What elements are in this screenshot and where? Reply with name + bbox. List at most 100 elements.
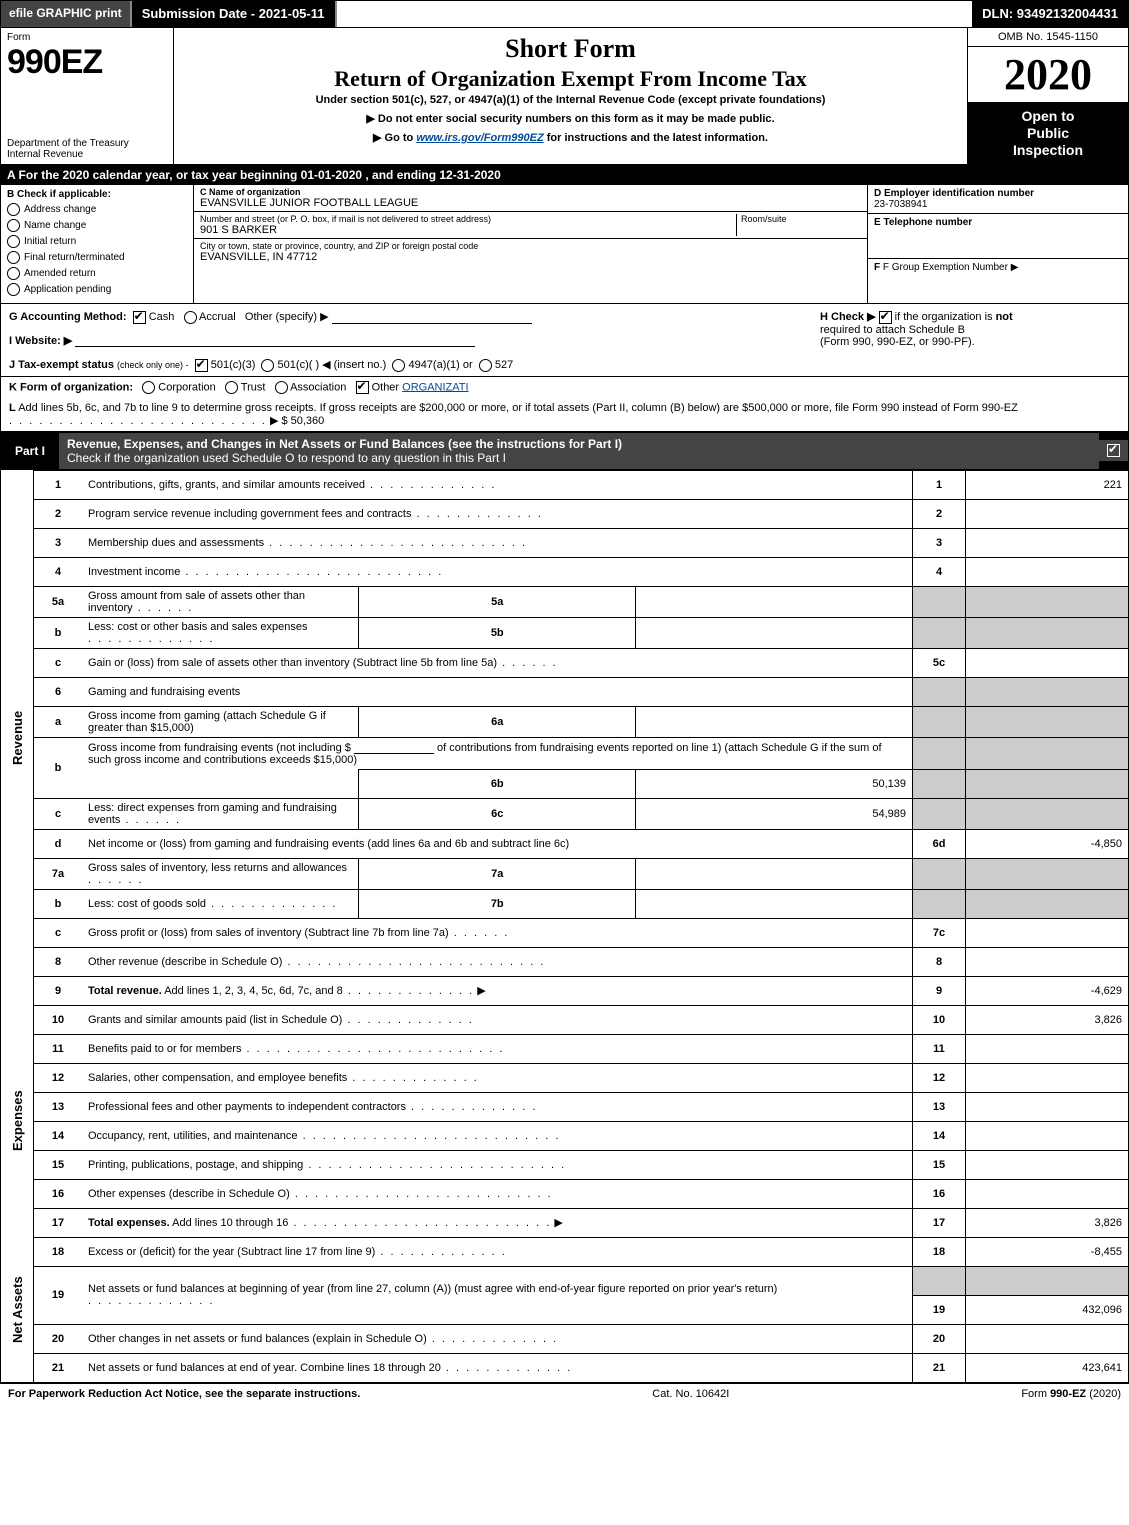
line-3-num: 3	[34, 528, 83, 557]
checkbox-amended-return[interactable]	[7, 267, 20, 280]
l-label: L	[9, 402, 16, 414]
revenue-side-label: Revenue	[1, 470, 34, 1005]
line-5c-num: c	[34, 648, 83, 677]
line-18-desc: Excess or (deficit) for the year (Subtra…	[82, 1237, 913, 1266]
line-5a-subval	[636, 586, 913, 617]
part1-check-line: Check if the organization used Schedule …	[67, 451, 506, 465]
j-opt1: 501(c)(3)	[211, 359, 256, 371]
checkbox-initial-return[interactable]	[7, 235, 20, 248]
line-7c-rnum: 7c	[913, 918, 966, 947]
line-18-val: -8,455	[966, 1237, 1129, 1266]
checkbox-name-change[interactable]	[7, 219, 20, 232]
line-5c-rnum: 5c	[913, 648, 966, 677]
checkbox-4947[interactable]	[392, 359, 405, 372]
line-7b-desc: Less: cost of goods sold	[82, 889, 359, 918]
line-12-val	[966, 1063, 1129, 1092]
b-item-4: Amended return	[24, 268, 96, 279]
part1-title-text: Revenue, Expenses, and Changes in Net As…	[67, 437, 622, 451]
line-6b-shade3	[913, 769, 966, 798]
footer-left: For Paperwork Reduction Act Notice, see …	[8, 1388, 360, 1400]
part-1-title: Revenue, Expenses, and Changes in Net As…	[59, 433, 1099, 469]
net-assets-side-label: Net Assets	[1, 1237, 34, 1382]
checkbox-cash[interactable]	[133, 311, 146, 324]
checkbox-application-pending[interactable]	[7, 283, 20, 296]
line-10-num: 10	[34, 1005, 83, 1034]
line-1-rnum: 1	[913, 470, 966, 499]
checkbox-527[interactable]	[479, 359, 492, 372]
line-7b-shade2	[966, 889, 1129, 918]
line-7a-subval	[636, 858, 913, 889]
line-7b-num: b	[34, 889, 83, 918]
org-name: EVANSVILLE JUNIOR FOOTBALL LEAGUE	[200, 197, 861, 209]
header-right: OMB No. 1545-1150 2020 Open to Public In…	[967, 28, 1128, 164]
checkbox-501c3[interactable]	[195, 359, 208, 372]
checkbox-501c[interactable]	[261, 359, 274, 372]
line-7c-val	[966, 918, 1129, 947]
line-6-num: 6	[34, 677, 83, 706]
line-19-desc: Net assets or fund balances at beginning…	[82, 1266, 913, 1324]
line-7a-desc: Gross sales of inventory, less returns a…	[82, 858, 359, 889]
checkbox-trust[interactable]	[225, 381, 238, 394]
line-20-desc: Other changes in net assets or fund bala…	[82, 1324, 913, 1353]
b-item-0: Address change	[24, 204, 96, 215]
line-6d-num: d	[34, 829, 83, 858]
line-7a-sublabel: 7a	[359, 858, 636, 889]
checkbox-schedule-o[interactable]	[1107, 444, 1120, 457]
checkbox-corporation[interactable]	[142, 381, 155, 394]
f-label-text: F Group Exemption Number ▶	[883, 262, 1019, 273]
line-16-desc: Other expenses (describe in Schedule O)	[82, 1179, 913, 1208]
line-14-num: 14	[34, 1121, 83, 1150]
line-7b-shade1	[913, 889, 966, 918]
line-6c-sublabel: 6c	[359, 798, 636, 829]
efile-print-label[interactable]: efile GRAPHIC print	[1, 1, 130, 27]
line-7c-desc: Gross profit or (loss) from sales of inv…	[82, 918, 913, 947]
g-other-input[interactable]	[332, 311, 532, 324]
checkbox-address-change[interactable]	[7, 203, 20, 216]
j-opt3: 4947(a)(1) or	[408, 359, 472, 371]
line-6d-desc: Net income or (loss) from gaming and fun…	[82, 829, 913, 858]
line-1-num: 1	[34, 470, 83, 499]
l-value: 50,360	[291, 415, 325, 427]
line-21-num: 21	[34, 1353, 83, 1382]
top-bar: efile GRAPHIC print Submission Date - 20…	[0, 0, 1129, 28]
dept-treasury: Department of the Treasury	[7, 138, 167, 149]
line-6c-num: c	[34, 798, 83, 829]
line-6b-contrib-input[interactable]	[354, 741, 434, 754]
l-text: Add lines 5b, 6c, and 7b to line 9 to de…	[18, 402, 1018, 414]
line-8-num: 8	[34, 947, 83, 976]
footer-form-no: 990-EZ	[1050, 1388, 1086, 1400]
department-label: Department of the Treasury Internal Reve…	[7, 138, 167, 160]
inst2-post: for instructions and the latest informat…	[544, 132, 768, 144]
line-21-rnum: 21	[913, 1353, 966, 1382]
instruction-ssn: ▶ Do not enter social security numbers o…	[182, 112, 959, 125]
form-label: Form	[7, 32, 167, 43]
checkbox-association[interactable]	[275, 381, 288, 394]
line-20-num: 20	[34, 1324, 83, 1353]
header-left: Form 990EZ Department of the Treasury In…	[1, 28, 174, 164]
line-6a-subval	[636, 706, 913, 737]
line-17-val: 3,826	[966, 1208, 1129, 1237]
checkbox-other-org[interactable]	[356, 381, 369, 394]
irs-link[interactable]: www.irs.gov/Form990EZ	[416, 132, 543, 144]
header-middle: Short Form Return of Organization Exempt…	[174, 28, 967, 164]
checkbox-schedule-b[interactable]	[879, 311, 892, 324]
line-7a-shade2	[966, 858, 1129, 889]
section-h-schedule-b: H Check ▶ if the organization is not req…	[812, 304, 1128, 354]
section-b-check-applicable: B Check if applicable: Address change Na…	[1, 185, 194, 303]
checkbox-final-return[interactable]	[7, 251, 20, 264]
line-6b-num: b	[34, 737, 83, 798]
line-19-shade1	[913, 1266, 966, 1295]
line-6a-num: a	[34, 706, 83, 737]
d-label: D Employer identification number	[874, 188, 1122, 199]
h-label: H Check ▶	[820, 311, 876, 323]
inst2-pre: ▶ Go to	[373, 132, 416, 144]
part-1-checkbox-cell	[1099, 440, 1128, 461]
g-accrual: Accrual	[199, 311, 236, 323]
line-16-rnum: 16	[913, 1179, 966, 1208]
checkbox-accrual[interactable]	[184, 311, 197, 324]
dept-irs: Internal Revenue	[7, 149, 167, 160]
website-input[interactable]	[75, 334, 475, 347]
inspect-3: Inspection	[970, 142, 1126, 159]
b-item-1: Name change	[24, 220, 86, 231]
sections-d-e-f: D Employer identification number 23-7038…	[867, 185, 1128, 303]
